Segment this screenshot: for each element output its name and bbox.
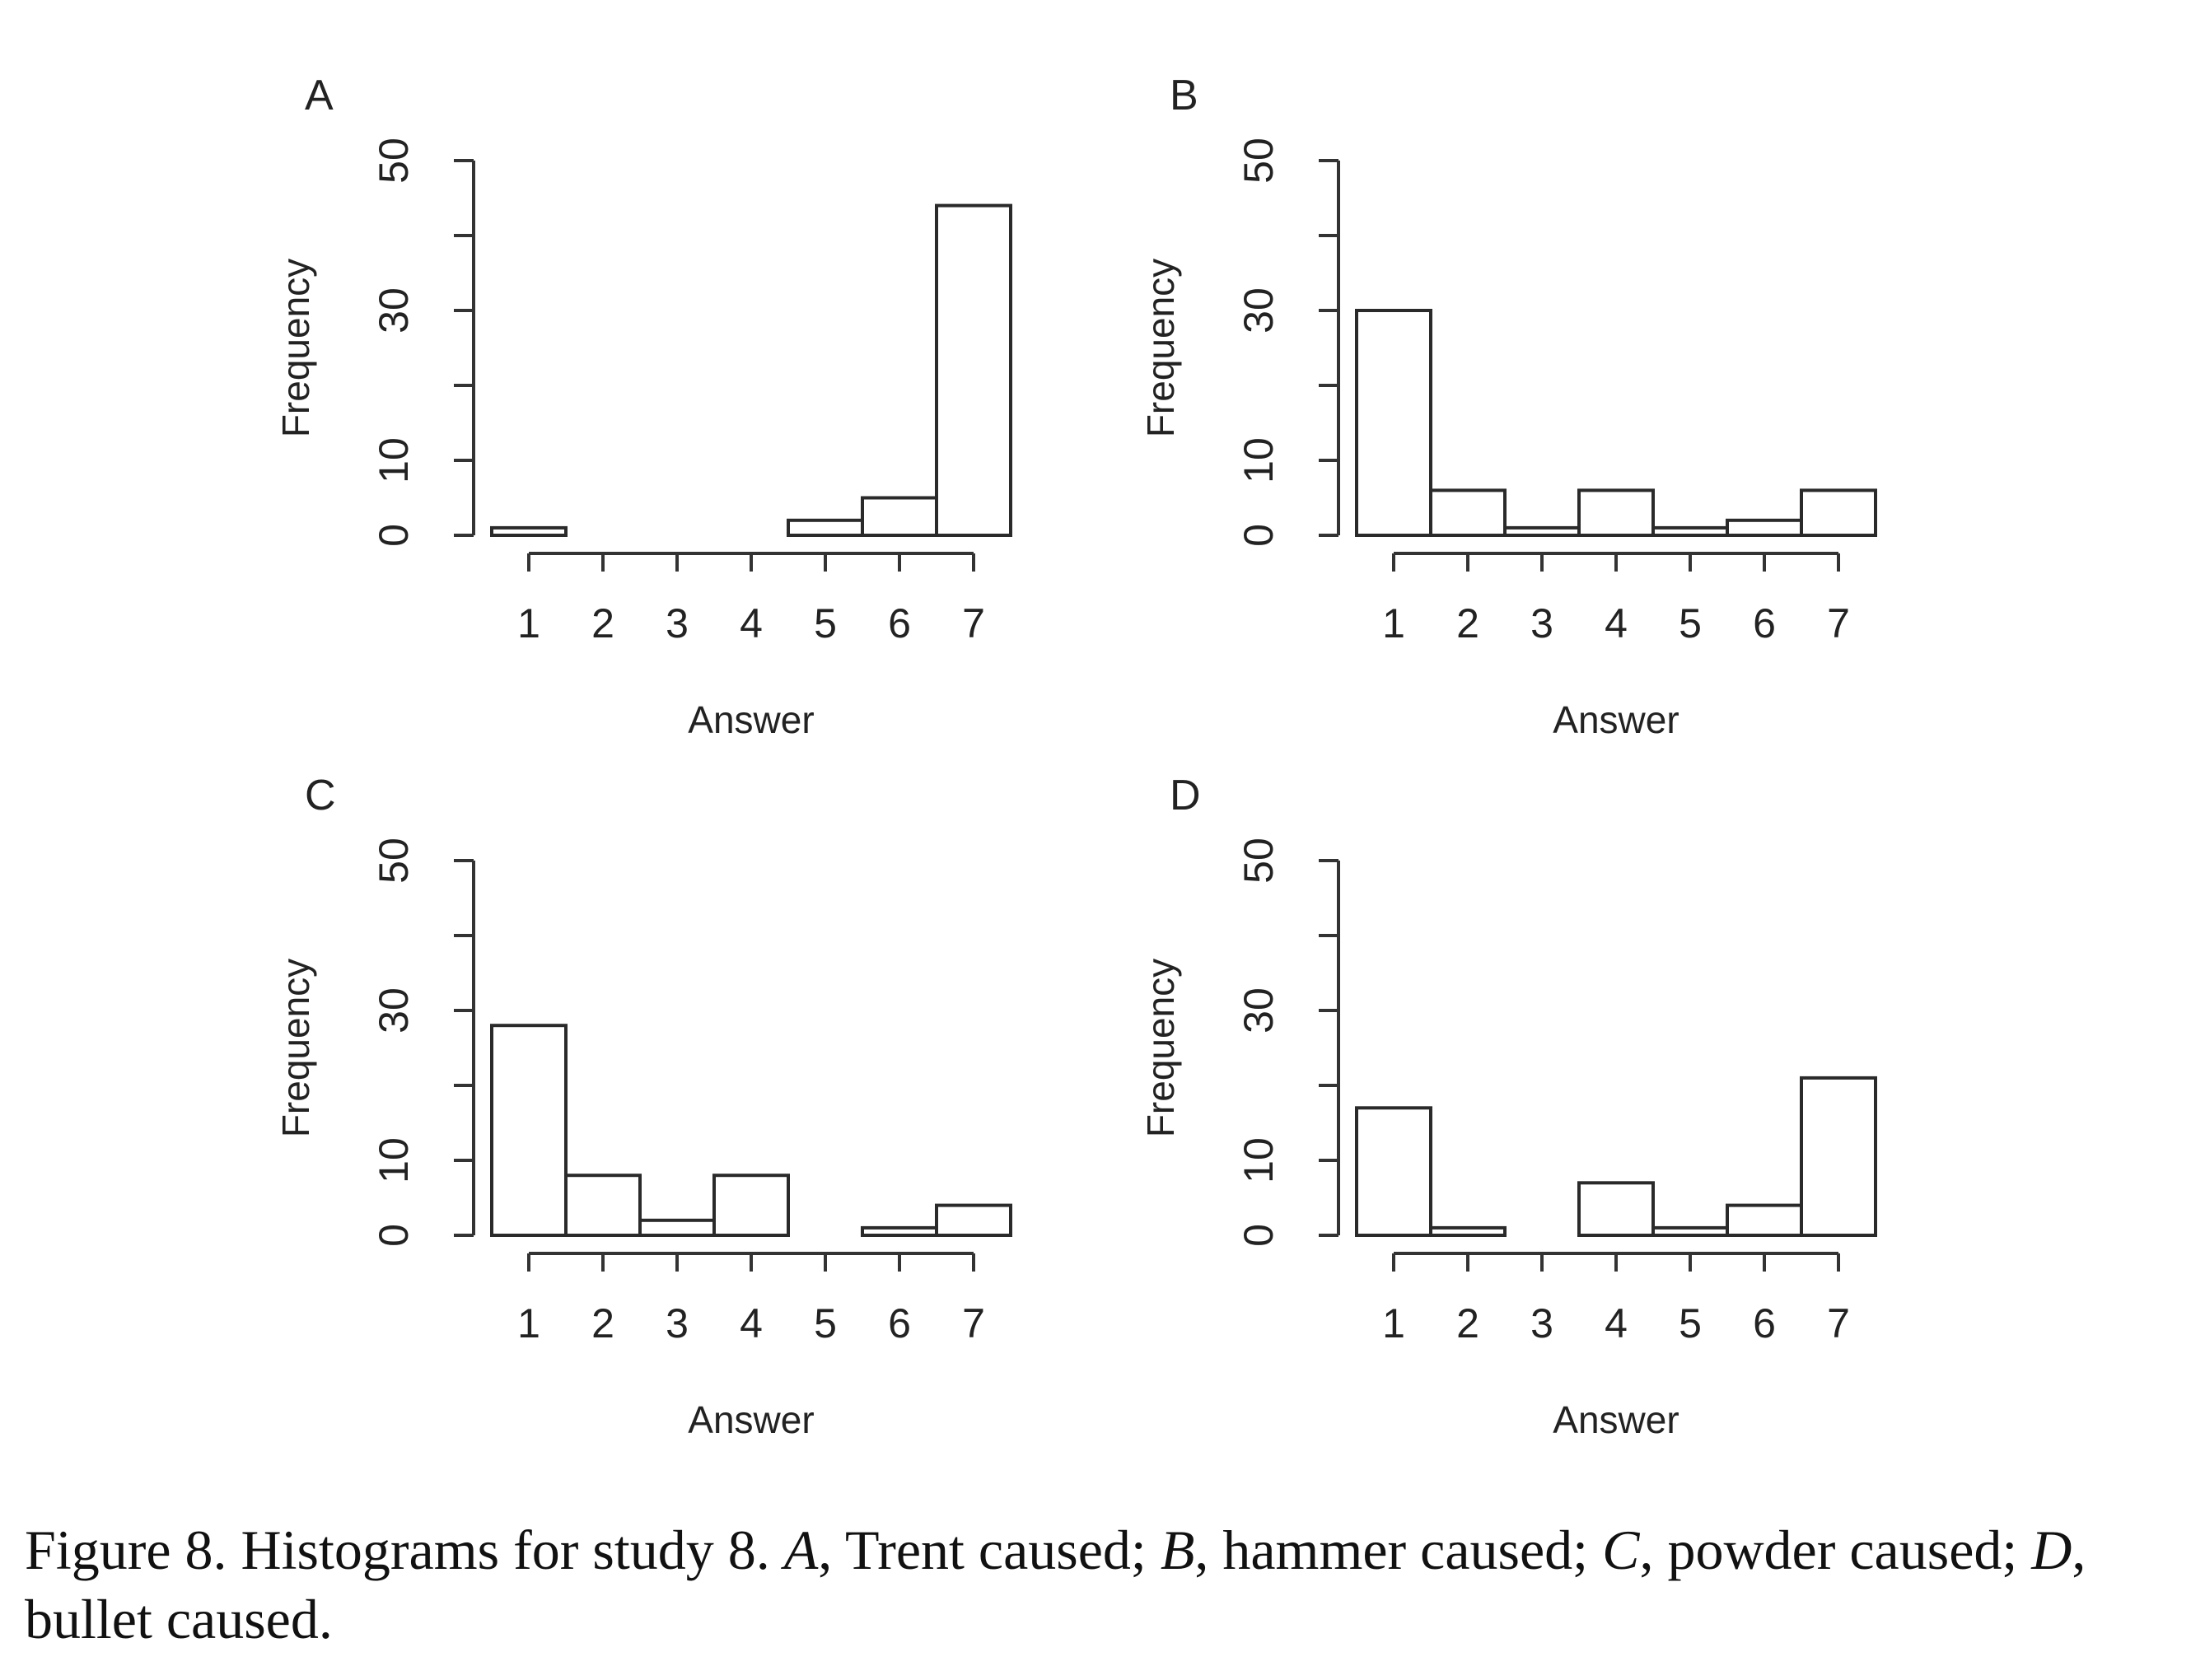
panel-b-bar-2 — [1429, 488, 1507, 538]
panel-b-y-tick-label-0: 0 — [1236, 524, 1282, 547]
panel-d-y-tick-label-30: 30 — [1236, 987, 1282, 1034]
panel-c-x-tick-label-6: 6 — [888, 1300, 911, 1346]
panel-c-x-tick-label-4: 4 — [740, 1300, 763, 1346]
panel-d-x-tick-label-6: 6 — [1753, 1300, 1776, 1346]
panel-a-x-tick-label-5: 5 — [814, 600, 837, 646]
panel-d-x-tick-label-3: 3 — [1530, 1300, 1553, 1346]
panel-b-x-tick-label-4: 4 — [1605, 600, 1628, 646]
caption-letter-d: D — [2031, 1519, 2072, 1581]
figure-caption: Figure 8. Histograms for study 8. A, Tre… — [25, 1515, 2166, 1654]
panel-c-y-tick-label-50: 50 — [371, 838, 417, 884]
panel-d-bar-4 — [1577, 1181, 1655, 1238]
panel-a-bar-1 — [490, 525, 568, 538]
panel-c-x-tick-label-1: 1 — [517, 1300, 540, 1346]
panel-d-x-tick-label-2: 2 — [1456, 1300, 1479, 1346]
panel-c-x-tick-label-5: 5 — [814, 1300, 837, 1346]
panel-a-bar-6 — [861, 496, 938, 537]
panel-d-x-tick-label-4: 4 — [1605, 1300, 1628, 1346]
panel-b-y-tick-label-50: 50 — [1236, 138, 1282, 184]
panel-b-x-tick-label-3: 3 — [1530, 600, 1553, 646]
panel-d-y-tick-label-0: 0 — [1236, 1224, 1282, 1247]
panel-a-x-tick-label-1: 1 — [517, 600, 540, 646]
panel-b-x-tick-label-1: 1 — [1382, 600, 1405, 646]
panel-a-x-tick-label-4: 4 — [740, 600, 763, 646]
panel-c-y-tick-label-0: 0 — [371, 1224, 417, 1247]
panel-a-x-tick-label-2: 2 — [591, 600, 614, 646]
panel-b-x-tick-label-6: 6 — [1753, 600, 1776, 646]
caption-text-c: , powder caused; — [1639, 1519, 2032, 1581]
panel-d-bar-5 — [1651, 1225, 1729, 1238]
panel-d-y-axis-title: Frequency — [1139, 959, 1182, 1137]
panel-b-bar-5 — [1651, 525, 1729, 538]
panel-a-x-tick-label-6: 6 — [888, 600, 911, 646]
panel-a-y-tick-label-50: 50 — [371, 138, 417, 184]
panel-a-y-axis-title: Frequency — [274, 259, 317, 437]
caption-letter-c: C — [1602, 1519, 1640, 1581]
panel-a-x-tick-label-3: 3 — [666, 600, 689, 646]
panel-c-bar-6 — [861, 1225, 938, 1238]
panel-d-x-axis-title: Answer — [1553, 1398, 1679, 1441]
panel-a-x-axis-title: Answer — [688, 698, 814, 741]
panel-d-bar-6 — [1726, 1203, 1803, 1237]
caption-text-a: , Trent caused; — [818, 1519, 1161, 1581]
caption-intro: Histograms for study 8. — [227, 1519, 784, 1581]
panel-a-y-tick-label-10: 10 — [371, 437, 417, 483]
panel-c-y-axis-title: Frequency — [274, 959, 317, 1137]
panel-b-bar-3 — [1503, 525, 1581, 538]
panel-d-y-tick-label-10: 10 — [1236, 1137, 1282, 1183]
panel-a-x-tick-label-7: 7 — [962, 600, 985, 646]
panel-a-y-tick-label-30: 30 — [371, 287, 417, 334]
panel-c-x-tick-label-2: 2 — [591, 1300, 614, 1346]
panel-c-letter: C — [305, 772, 336, 819]
panel-b-letter: B — [1170, 72, 1198, 119]
panel-b-x-tick-label-7: 7 — [1827, 600, 1850, 646]
panel-c-x-tick-label-7: 7 — [962, 1300, 985, 1346]
panel-a-y-tick-label-0: 0 — [371, 524, 417, 547]
caption-text-d: , bullet caused. — [25, 1519, 2086, 1650]
panel-b-x-axis-title: Answer — [1553, 698, 1679, 741]
panel-b-bar-4 — [1577, 488, 1655, 538]
panel-b-bar-1 — [1355, 309, 1432, 537]
caption-text-b: , hammer caused; — [1194, 1519, 1603, 1581]
panel-b-bar-7 — [1800, 488, 1877, 538]
panel-b-y-axis-title: Frequency — [1139, 259, 1182, 437]
panel-d-x-tick-label-7: 7 — [1827, 1300, 1850, 1346]
panel-d-letter: D — [1170, 772, 1201, 819]
panel-c-bar-2 — [564, 1174, 642, 1237]
panel-c-bar-4 — [712, 1174, 790, 1237]
panel-a-bar-7 — [935, 203, 1012, 537]
caption-letter-a: A — [783, 1519, 819, 1581]
caption-label: Figure 8. — [25, 1519, 227, 1581]
panel-d-x-tick-label-5: 5 — [1679, 1300, 1702, 1346]
panel-d-y-tick-label-50: 50 — [1236, 838, 1282, 884]
panel-b-x-tick-label-5: 5 — [1679, 600, 1702, 646]
panel-d-bar-1 — [1355, 1106, 1432, 1238]
panel-b-bar-6 — [1726, 518, 1803, 537]
panel-d-bar-7 — [1800, 1076, 1877, 1238]
panel-a-bar-5 — [787, 518, 864, 537]
panel-d-bar-2 — [1429, 1225, 1507, 1238]
panel-b-y-tick-label-10: 10 — [1236, 437, 1282, 483]
panel-c-y-tick-label-30: 30 — [371, 987, 417, 1034]
caption-letter-b: B — [1160, 1519, 1195, 1581]
panel-c-bar-7 — [935, 1203, 1012, 1237]
panel-b-x-tick-label-2: 2 — [1456, 600, 1479, 646]
panel-c-bar-3 — [638, 1218, 716, 1238]
panel-c-y-tick-label-10: 10 — [371, 1137, 417, 1183]
panel-d-x-tick-label-1: 1 — [1382, 1300, 1405, 1346]
panel-a-letter: A — [305, 72, 334, 119]
panel-c-bar-1 — [490, 1024, 568, 1237]
panel-c-x-tick-label-3: 3 — [666, 1300, 689, 1346]
panel-c-x-axis-title: Answer — [688, 1398, 814, 1441]
panel-b-y-tick-label-30: 30 — [1236, 287, 1282, 334]
